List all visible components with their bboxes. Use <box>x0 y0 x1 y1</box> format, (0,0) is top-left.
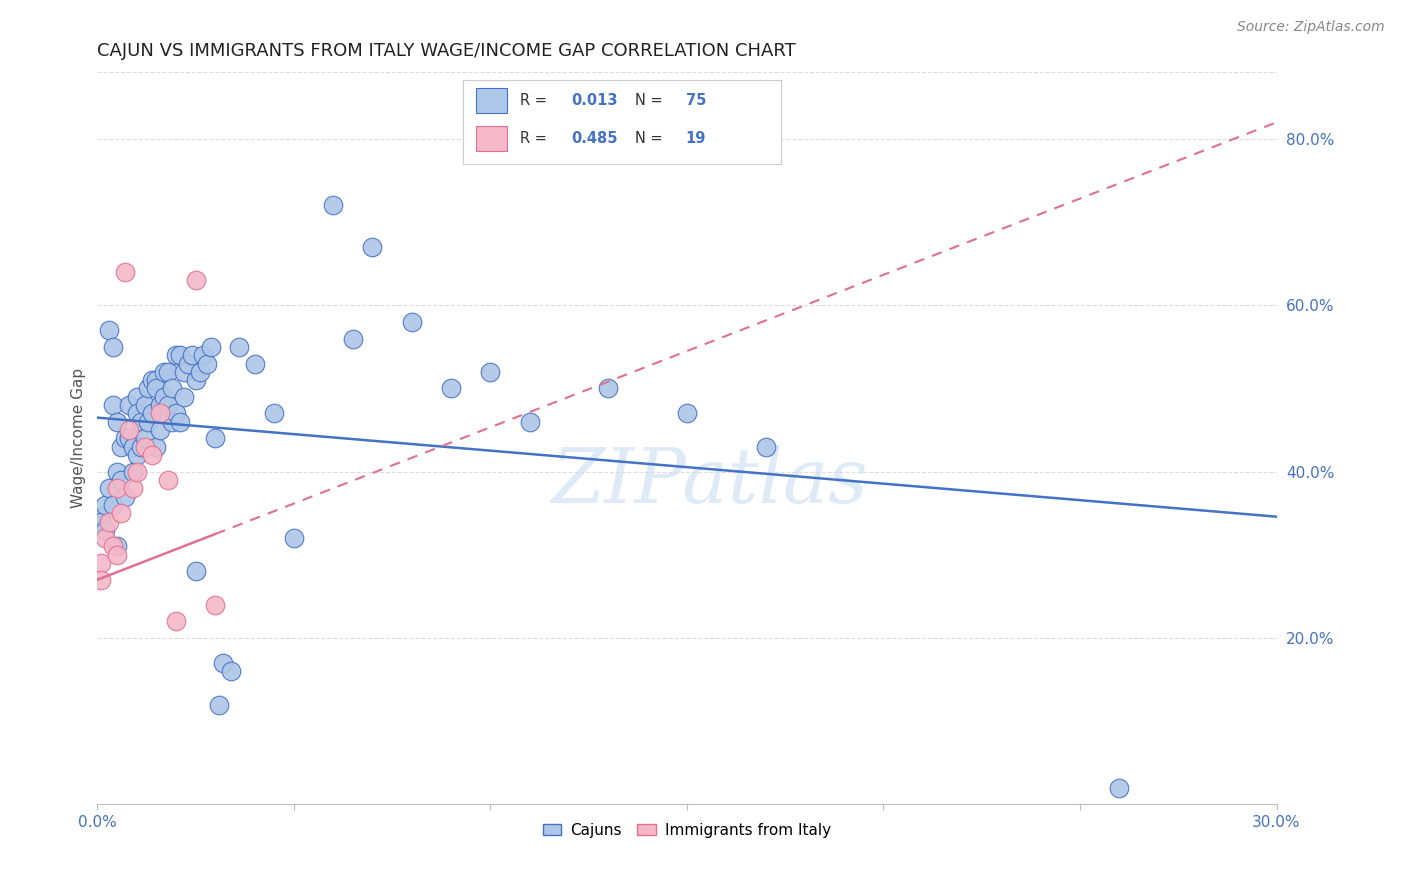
Point <box>105 415 128 429</box>
Point <box>401 315 423 329</box>
Point <box>114 431 136 445</box>
Point <box>149 423 172 437</box>
Point <box>134 440 156 454</box>
Text: CAJUN VS IMMIGRANTS FROM ITALY WAGE/INCOME GAP CORRELATION CHART: CAJUN VS IMMIGRANTS FROM ITALY WAGE/INCO… <box>97 42 796 60</box>
Point <box>228 340 250 354</box>
Point <box>180 348 202 362</box>
Point <box>157 365 180 379</box>
Point <box>263 406 285 420</box>
Point <box>219 665 242 679</box>
Point <box>134 431 156 445</box>
Point <box>479 365 502 379</box>
Point <box>153 390 176 404</box>
Point <box>118 431 141 445</box>
Point <box>188 365 211 379</box>
Point <box>121 440 143 454</box>
Legend: Cajuns, Immigrants from Italy: Cajuns, Immigrants from Italy <box>537 817 837 844</box>
Point <box>118 423 141 437</box>
Point <box>243 357 266 371</box>
Point <box>361 240 384 254</box>
Point <box>90 510 112 524</box>
Point <box>110 506 132 520</box>
Point <box>145 382 167 396</box>
Text: ZIPatlas: ZIPatlas <box>553 445 869 519</box>
Point <box>208 698 231 712</box>
Point <box>145 373 167 387</box>
Point <box>754 440 776 454</box>
Point <box>204 431 226 445</box>
Point <box>101 540 124 554</box>
Point <box>169 348 191 362</box>
Point <box>160 415 183 429</box>
Point <box>1108 780 1130 795</box>
Point <box>125 448 148 462</box>
Point <box>138 415 160 429</box>
Point <box>125 406 148 420</box>
Point <box>165 348 187 362</box>
Point <box>598 382 620 396</box>
Point <box>519 415 541 429</box>
Point <box>138 382 160 396</box>
Point <box>121 481 143 495</box>
Point <box>165 406 187 420</box>
Point <box>129 440 152 454</box>
Point <box>114 490 136 504</box>
Point <box>110 440 132 454</box>
Point <box>173 390 195 404</box>
Point <box>90 556 112 570</box>
Point <box>141 448 163 462</box>
Point <box>165 615 187 629</box>
Point <box>184 565 207 579</box>
Point <box>110 473 132 487</box>
Point <box>676 406 699 420</box>
Point <box>129 415 152 429</box>
Point <box>94 523 117 537</box>
Point <box>184 273 207 287</box>
Point <box>121 465 143 479</box>
Point <box>153 365 176 379</box>
Point <box>157 473 180 487</box>
Point <box>169 415 191 429</box>
Point <box>322 198 344 212</box>
Point <box>141 373 163 387</box>
Point <box>90 515 112 529</box>
Point <box>98 323 121 337</box>
Point <box>193 348 215 362</box>
Point <box>105 481 128 495</box>
Point <box>197 357 219 371</box>
Point <box>160 382 183 396</box>
Point <box>94 498 117 512</box>
Point <box>105 548 128 562</box>
Point <box>149 398 172 412</box>
Point <box>125 465 148 479</box>
Text: Source: ZipAtlas.com: Source: ZipAtlas.com <box>1237 20 1385 34</box>
Point <box>98 515 121 529</box>
Point <box>184 373 207 387</box>
Point <box>90 573 112 587</box>
Point <box>114 265 136 279</box>
Point <box>157 398 180 412</box>
Point <box>105 465 128 479</box>
Point <box>101 398 124 412</box>
Point <box>173 365 195 379</box>
Point <box>149 406 172 420</box>
Point <box>145 440 167 454</box>
Point <box>204 598 226 612</box>
Point <box>342 332 364 346</box>
Point <box>440 382 463 396</box>
Point <box>141 406 163 420</box>
Point <box>125 390 148 404</box>
Point <box>94 531 117 545</box>
Point <box>177 357 200 371</box>
Point <box>212 656 235 670</box>
Point <box>200 340 222 354</box>
Y-axis label: Wage/Income Gap: Wage/Income Gap <box>72 368 86 508</box>
Point <box>118 398 141 412</box>
Point <box>98 481 121 495</box>
Point <box>105 540 128 554</box>
Point <box>283 531 305 545</box>
Point <box>101 340 124 354</box>
Point <box>101 498 124 512</box>
Point <box>134 398 156 412</box>
